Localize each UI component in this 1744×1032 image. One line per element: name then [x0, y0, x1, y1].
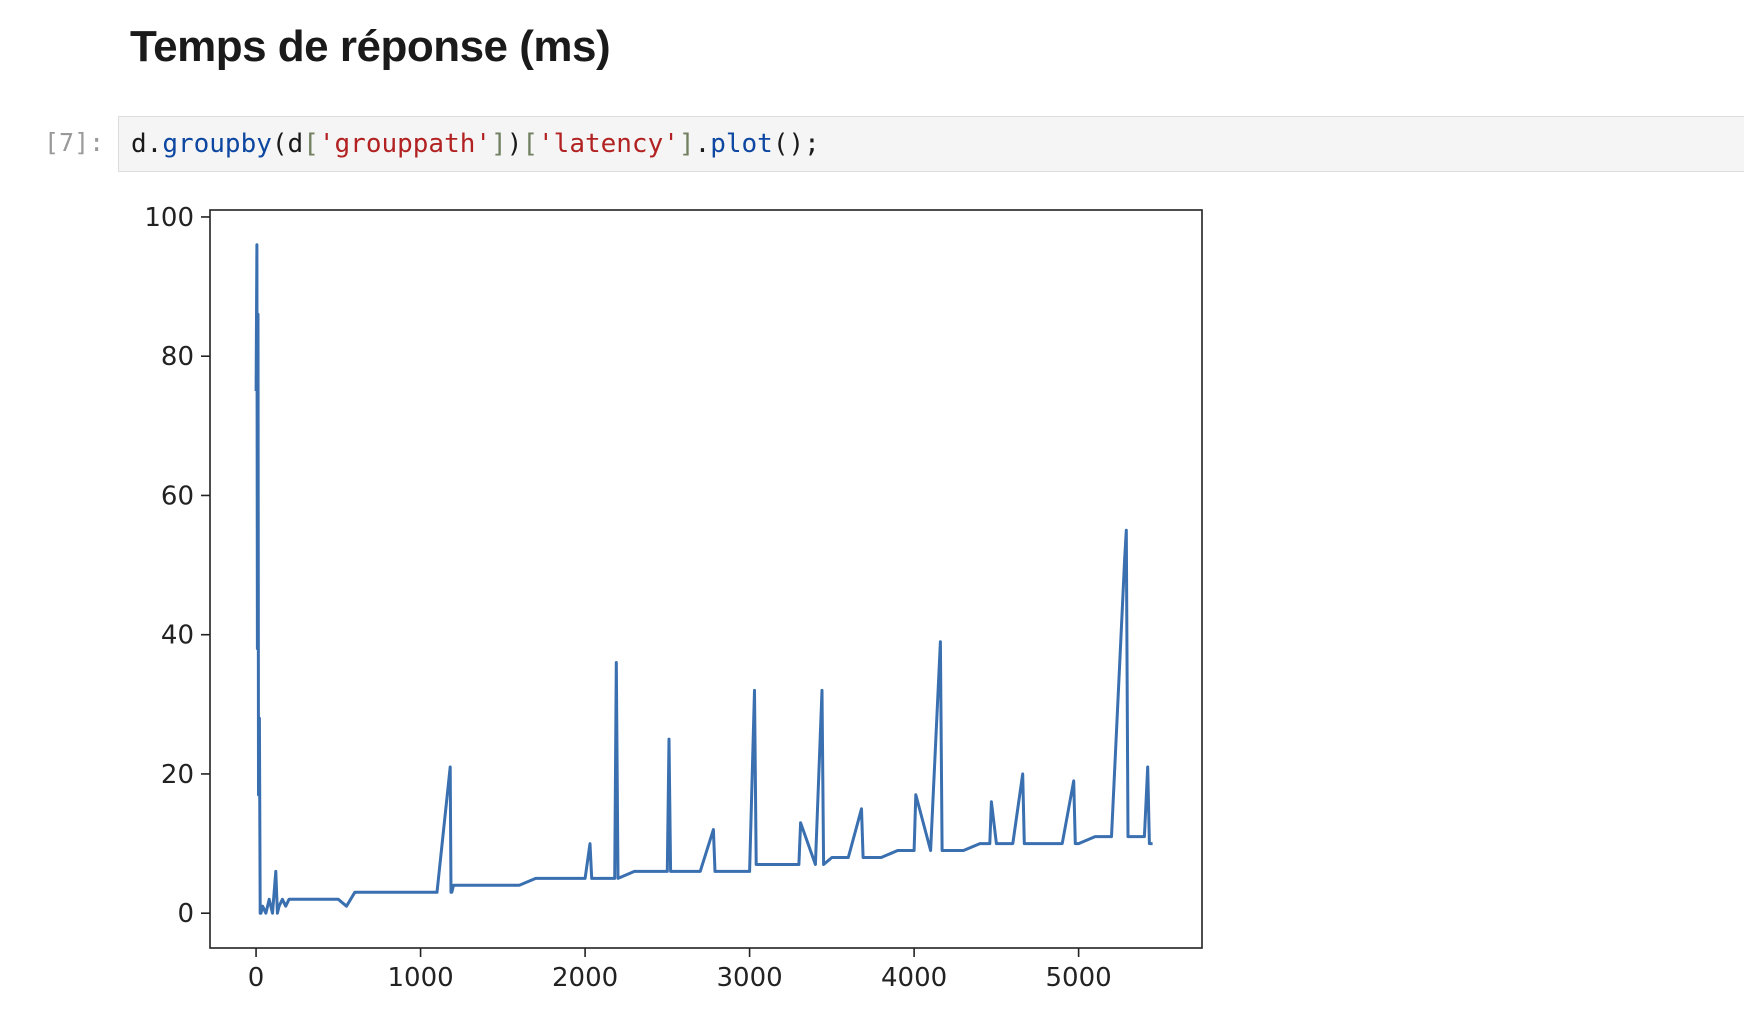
x-tick-label: 4000	[881, 963, 947, 993]
series-line-0	[254, 243, 1153, 915]
code-token-brk: ]	[678, 129, 695, 159]
x-tick-label: 2000	[552, 963, 618, 993]
code-token-brk: ]	[491, 129, 507, 159]
y-tick-label: 0	[177, 899, 194, 929]
code-token-str: 'grouppath'	[318, 129, 492, 159]
code-token-punct: )	[506, 129, 523, 159]
cell-execution-count: [7]:	[44, 128, 105, 157]
code-token-brk: [	[303, 129, 319, 159]
code-token-punct: ();	[772, 129, 820, 159]
x-tick-label: 0	[248, 963, 265, 993]
x-tick-label: 5000	[1046, 963, 1112, 993]
code-token-name: d	[131, 129, 147, 159]
axes-frame	[209, 209, 1203, 949]
code-token-fn: plot	[710, 129, 773, 159]
code-token-str: 'latency'	[538, 129, 679, 159]
code-cell-input[interactable]: d.groupby(d['grouppath'])['latency'].plo…	[118, 116, 1744, 172]
code-token-name: d	[287, 129, 304, 159]
y-tick-label: 60	[161, 481, 194, 511]
code-token-brk: [	[522, 129, 539, 159]
x-tick-label: 1000	[387, 963, 453, 993]
code-token-punct: (	[271, 129, 288, 159]
y-tick-label: 20	[161, 760, 194, 790]
y-tick-label: 40	[161, 621, 194, 651]
markdown-heading: Temps de réponse (ms)	[130, 22, 611, 71]
code-token-punct: .	[146, 129, 163, 159]
code-token-fn: groupby	[162, 129, 272, 159]
y-tick-label: 80	[161, 342, 194, 372]
x-tick-label: 3000	[717, 963, 783, 993]
code-line[interactable]: d.groupby(d['grouppath'])['latency'].plo…	[131, 129, 820, 159]
code-token-punct: .	[694, 129, 711, 159]
y-tick-label: 100	[144, 203, 194, 233]
